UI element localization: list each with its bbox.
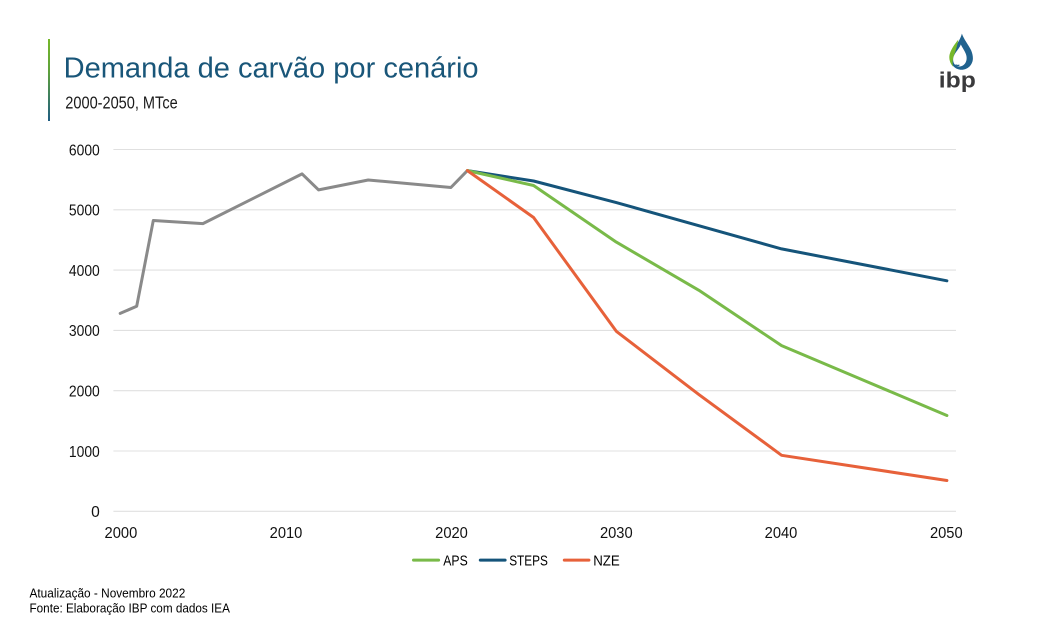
svg-text:2000-2050, MTce: 2000-2050, MTce bbox=[65, 93, 177, 113]
svg-text:STEPS: STEPS bbox=[509, 553, 548, 569]
svg-text:4000: 4000 bbox=[69, 263, 100, 280]
svg-text:APS: APS bbox=[443, 553, 467, 569]
svg-text:2000: 2000 bbox=[69, 384, 100, 401]
svg-text:Atualização - Novembro 2022: Atualização - Novembro 2022 bbox=[30, 585, 186, 600]
svg-text:5000: 5000 bbox=[69, 203, 100, 220]
svg-text:2050: 2050 bbox=[930, 525, 963, 542]
svg-text:6000: 6000 bbox=[69, 142, 100, 159]
svg-text:Fonte: Elaboração IBP com dado: Fonte: Elaboração IBP com dados IEA bbox=[30, 601, 231, 616]
svg-text:Demanda de carvão por cenário: Demanda de carvão por cenário bbox=[64, 53, 479, 85]
svg-text:2000: 2000 bbox=[105, 525, 138, 542]
svg-text:2020: 2020 bbox=[435, 525, 468, 542]
svg-text:3000: 3000 bbox=[69, 323, 100, 340]
svg-text:NZE: NZE bbox=[593, 553, 620, 569]
svg-text:1000: 1000 bbox=[69, 444, 100, 461]
svg-text:0: 0 bbox=[91, 504, 100, 521]
svg-text:ibp: ibp bbox=[939, 67, 976, 92]
svg-text:2030: 2030 bbox=[600, 525, 633, 542]
svg-text:2040: 2040 bbox=[765, 525, 798, 542]
svg-text:2010: 2010 bbox=[270, 525, 303, 542]
